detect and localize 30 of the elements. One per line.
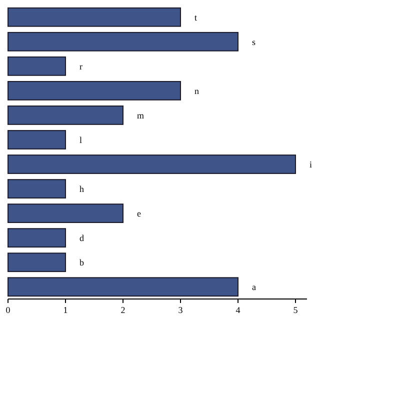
- y-tick-label: a: [252, 282, 256, 292]
- x-tick-label: 2: [120, 305, 126, 315]
- y-tick-label: i: [310, 159, 312, 170]
- y-tick-label: m: [137, 110, 144, 120]
- bar: [8, 81, 181, 100]
- bar: [8, 252, 66, 272]
- y-tick-label: s: [252, 36, 256, 47]
- bar: [8, 154, 296, 174]
- y-tick-label: t: [194, 12, 198, 22]
- bar: [8, 130, 66, 150]
- y-tick-label: d: [80, 232, 84, 243]
- bar: [8, 204, 124, 223]
- x-tick-label: 1: [63, 305, 68, 315]
- x-tick-label: 3: [178, 305, 184, 315]
- x-tick-label: 4: [236, 305, 241, 315]
- bar: [8, 56, 66, 76]
- bar: [8, 228, 66, 248]
- y-tick-label: e: [137, 208, 141, 218]
- x-tick-label: 5: [293, 305, 298, 315]
- x-tick-label: 0: [6, 305, 11, 315]
- bar: [8, 7, 181, 27]
- bar: [8, 32, 238, 52]
- bar: [8, 277, 238, 297]
- y-tick-label: r: [80, 61, 82, 72]
- y-tick-label: l: [80, 134, 82, 145]
- y-tick-label: b: [80, 257, 84, 268]
- bar: [8, 179, 66, 198]
- bar: [8, 106, 124, 125]
- y-tick-label: n: [194, 86, 200, 96]
- y-tick-label: h: [80, 184, 84, 194]
